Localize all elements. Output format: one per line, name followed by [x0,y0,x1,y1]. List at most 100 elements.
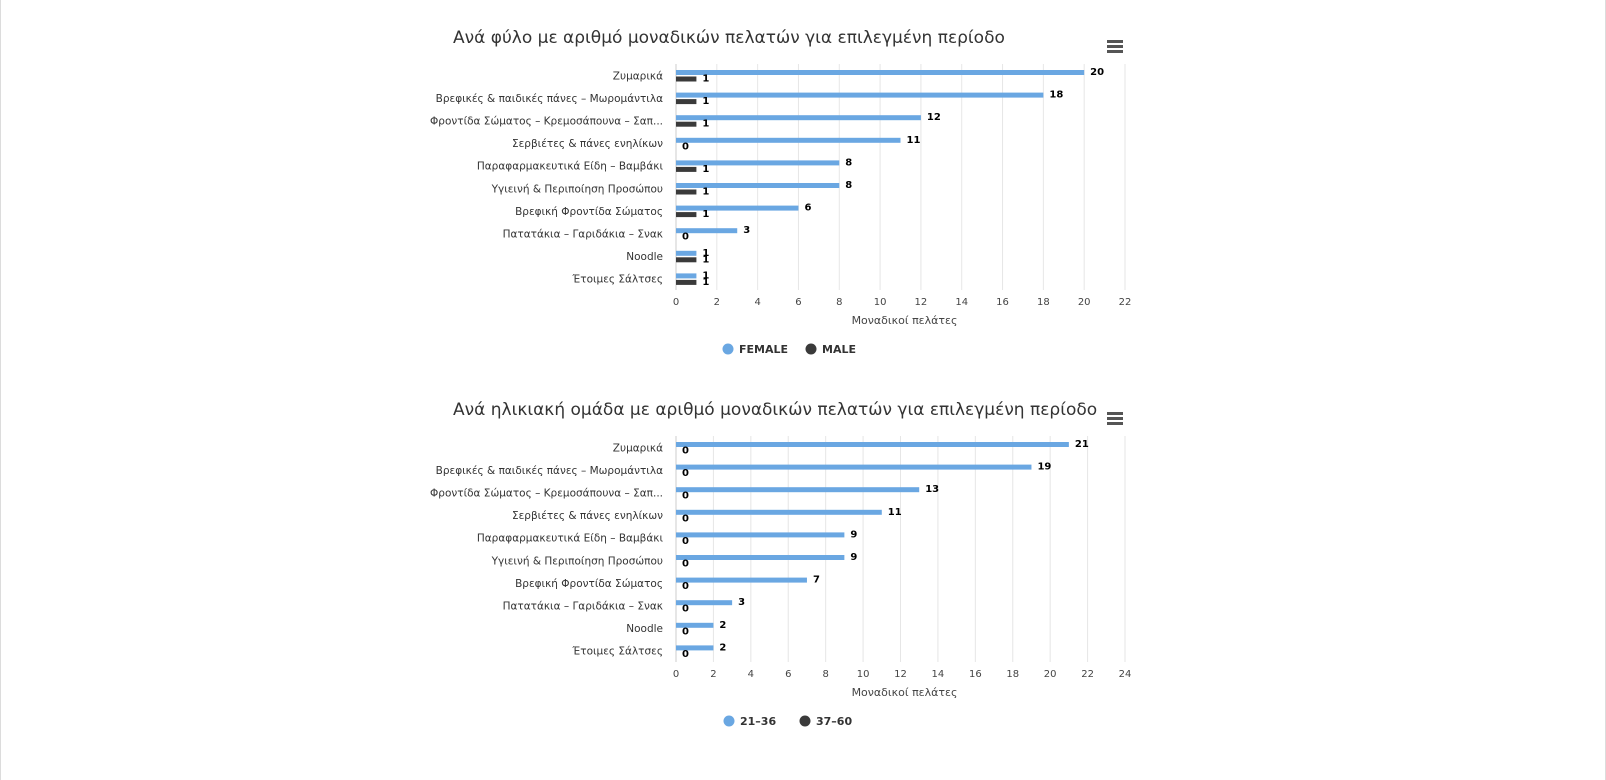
bar-female [676,250,697,256]
x-tick-label: 18 [1006,669,1019,680]
category-label: Βρεφική Φροντίδα Σώματος [515,206,663,218]
legend-marker [722,343,734,355]
data-label: 1 [702,74,709,85]
data-label: 1 [702,254,709,265]
bar-female [676,273,697,279]
category-label: Noodle [626,623,663,635]
data-label: 0 [682,559,689,570]
bar-female [676,115,921,121]
x-tick-label: 24 [1119,669,1132,680]
data-label: 11 [888,507,902,518]
category-label: Βρεφικές & παιδικές πάνες – Μωρομάντιλα [436,93,663,105]
data-label: 13 [925,484,939,495]
bar-21–36 [676,600,733,606]
data-label: 21 [1075,439,1089,450]
data-label: 6 [804,203,811,214]
bar-21–36 [676,487,920,493]
chart-menu-button[interactable] [1100,34,1128,58]
bar-21–36 [676,532,845,538]
x-tick-label: 14 [932,669,945,680]
category-label: Σερβιέτες & πάνες ενηλίκων [512,510,663,522]
bar-female [676,160,840,166]
hamburger-menu-icon [1107,412,1123,415]
x-tick-label: 20 [1044,669,1057,680]
page-border-left [0,0,1,780]
x-tick-label: 16 [996,297,1009,308]
x-tick-label: 14 [955,297,968,308]
category-label: Παραφαρμακευτικά Είδη – Βαμβάκι [477,533,664,545]
x-tick-label: 0 [673,669,679,680]
data-label: 2 [719,620,726,631]
category-label: Φροντίδα Σώματος – Κρεμοσάπουνα – Σαπ... [430,488,663,500]
data-label: 1 [702,164,709,175]
data-label: 0 [682,232,689,243]
x-tick-label: 10 [874,297,887,308]
x-tick-label: 8 [836,297,842,308]
chart-menu-button[interactable] [1100,406,1128,430]
data-label: 20 [1090,67,1104,78]
category-label: Βρεφικές & παιδικές πάνες – Μωρομάντιλα [436,465,663,477]
gender-chart: Ανά φύλο με αριθμό μοναδικών πελατών για… [430,14,1170,374]
data-label: 1 [702,270,709,281]
x-tick-label: 4 [748,669,754,680]
x-axis-title: Μοναδικοί πελάτες [852,686,958,699]
category-label: Βρεφική Φροντίδα Σώματος [515,578,663,590]
x-tick-label: 2 [710,669,716,680]
legend-marker [799,715,811,727]
category-label: Ζυμαρικά [613,70,663,82]
x-tick-label: 22 [1081,669,1094,680]
category-label: Noodle [626,251,663,263]
x-tick-label: 18 [1037,297,1050,308]
data-label: 0 [682,468,689,479]
data-label: 0 [682,604,689,615]
x-tick-label: 6 [795,297,801,308]
data-label: 9 [850,529,857,540]
data-label: 0 [682,536,689,547]
bar-female [676,137,901,143]
category-label: Έτοιμες Σάλτσες [571,274,663,286]
bar-female [676,183,840,188]
data-label: 1 [702,248,709,259]
data-label: 19 [1037,462,1051,473]
x-tick-label: 8 [822,669,828,680]
data-label: 0 [682,626,689,637]
bar-male [676,76,697,82]
data-label: 9 [850,552,857,563]
chart-title: Ανά φύλο με αριθμό μοναδικών πελατών για… [453,28,1005,48]
bar-female [676,92,1044,98]
data-label: 2 [719,642,726,653]
data-label: 0 [682,581,689,592]
x-tick-label: 20 [1078,297,1091,308]
legend-item-label: MALE [822,343,856,356]
legend-marker [805,343,817,355]
x-tick-label: 4 [754,297,760,308]
bar-male [676,99,697,105]
data-label: 0 [682,513,689,524]
age-group-chart: Ανά ηλικιακή ομάδα με αριθμό μοναδικών π… [430,386,1170,746]
data-label: 0 [682,491,689,502]
bar-male [676,189,697,195]
category-label: Σερβιέτες & πάνες ενηλίκων [512,138,663,150]
data-label: 0 [682,446,689,457]
x-tick-label: 12 [915,297,928,308]
bar-female [676,70,1085,75]
legend-item-label: 21–36 [740,715,776,728]
x-tick-label: 10 [857,669,870,680]
legend-item-label: FEMALE [739,343,788,356]
data-label: 3 [743,225,750,236]
x-tick-label: 6 [785,669,791,680]
bar-male [676,257,697,263]
data-label: 0 [682,141,689,152]
x-tick-label: 2 [714,297,720,308]
data-label: 1 [702,209,709,220]
bar-male [676,166,697,172]
category-label: Έτοιμες Σάλτσες [571,646,663,658]
legend-marker [723,715,735,727]
bar-21–36 [676,577,807,583]
data-label: 7 [813,575,820,586]
chart-title: Ανά ηλικιακή ομάδα με αριθμό μοναδικών π… [453,400,1098,420]
x-axis-title: Μοναδικοί πελάτες [852,314,958,327]
bar-21–36 [676,442,1069,447]
